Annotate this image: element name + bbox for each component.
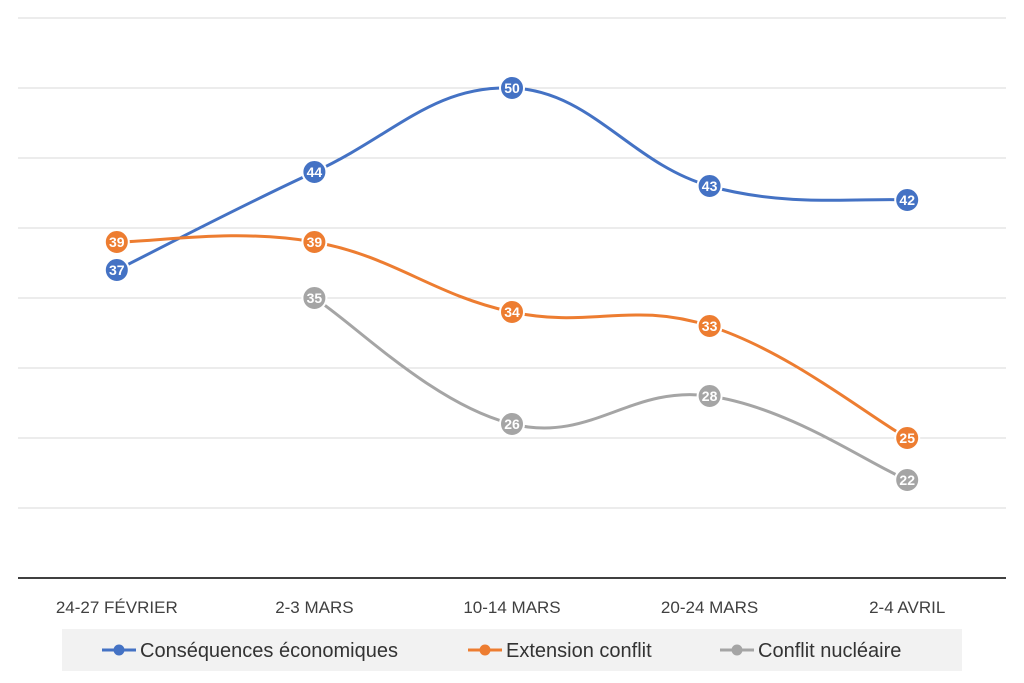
series-line — [115, 86, 909, 272]
data-point — [301, 285, 328, 311]
gridlines — [18, 17, 1006, 509]
data-label: 42 — [899, 192, 915, 208]
data-label: 39 — [109, 234, 125, 250]
data-point — [894, 425, 921, 451]
data-label: 50 — [504, 80, 520, 96]
data-label: 28 — [702, 388, 718, 404]
series-1: 37 44 50 43 42 — [103, 75, 921, 283]
series-3: 35 26 28 22 — [301, 285, 921, 493]
x-tick-label: 24-27 FÉVRIER — [56, 598, 178, 617]
legend-background — [62, 629, 962, 671]
data-label: 25 — [899, 430, 915, 446]
data-point — [696, 173, 723, 199]
data-point — [103, 229, 130, 255]
data-label: 34 — [504, 304, 520, 320]
data-label: 22 — [899, 472, 915, 488]
data-point — [499, 75, 525, 101]
legend: Conséquences économiques Extension confli… — [62, 629, 962, 671]
x-tick-label: 2-4 AVRIL — [869, 598, 945, 617]
legend-item: Extension conflit — [468, 640, 652, 662]
series-2: 39 39 34 33 25 — [103, 229, 921, 451]
legend-marker — [113, 644, 125, 656]
legend-label: Conflit nucléaire — [758, 640, 901, 662]
x-tick-label: 2-3 MARS — [275, 598, 353, 617]
legend-item: Conséquences économiques — [102, 640, 398, 662]
data-point — [103, 257, 130, 283]
legend-item: Conflit nucléaire — [720, 640, 901, 662]
data-point — [696, 383, 723, 409]
legend-marker — [479, 644, 491, 656]
series-line — [115, 234, 909, 440]
data-point — [301, 159, 328, 185]
data-point — [894, 187, 921, 213]
data-point — [499, 411, 525, 437]
data-label: 26 — [504, 416, 520, 432]
data-point — [499, 299, 525, 325]
legend-label: Extension conflit — [506, 640, 652, 662]
data-label: 39 — [307, 234, 323, 250]
data-label: 33 — [702, 318, 718, 334]
series-group: 37 44 50 43 42 39 39 34 33 25 35 26 28 22 — [103, 75, 921, 493]
data-point — [696, 313, 723, 339]
data-label: 35 — [307, 290, 323, 306]
x-tick-label: 10-14 MARS — [463, 598, 560, 617]
data-label: 43 — [702, 178, 718, 194]
data-label: 37 — [109, 262, 125, 278]
x-tick-labels: 24-27 FÉVRIER 2-3 MARS 10-14 MARS 20-24 MAR… — [56, 598, 945, 617]
data-label: 44 — [307, 164, 323, 180]
x-tick-label: 20-24 MARS — [661, 598, 758, 617]
series-line — [312, 296, 909, 482]
legend-marker — [731, 644, 743, 656]
data-point — [301, 229, 328, 255]
data-point — [894, 467, 921, 493]
legend-label: Conséquences économiques — [140, 640, 398, 662]
